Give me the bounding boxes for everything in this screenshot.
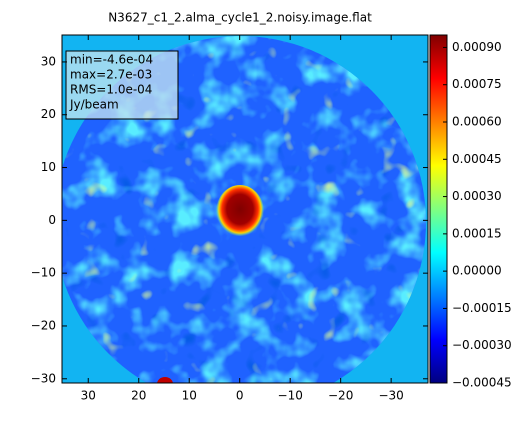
x-tick-label: 10 <box>182 389 197 403</box>
colorbar <box>429 34 448 384</box>
colorbar-tick-label: −0.00015 <box>452 301 512 315</box>
annotation: Jy/beam <box>69 98 119 112</box>
y-tick-label: 20 <box>41 107 56 121</box>
annotation: max=2.7e-03 <box>70 68 152 82</box>
x-tick-label: 20 <box>131 389 146 403</box>
annotation: min=-4.6e-04 <box>70 53 153 67</box>
y-tick-label: 0 <box>48 213 56 227</box>
plot-frame <box>61 34 429 384</box>
y-tick-label: 10 <box>41 160 56 174</box>
stats-box: min=-4.6e-04 max=2.7e-03 RMS=1.0e-04 Jy/… <box>65 50 179 120</box>
y-tick-label: −30 <box>31 371 56 385</box>
colorbar-tick-label: 0.00075 <box>452 77 502 91</box>
x-tick-label: −20 <box>328 389 353 403</box>
y-tick-label: 30 <box>41 54 56 68</box>
colorbar-tick-label: 0.00090 <box>452 40 502 54</box>
x-tick-label: 0 <box>236 389 244 403</box>
x-tick-label: 30 <box>81 389 96 403</box>
y-tick-label: −20 <box>31 318 56 332</box>
colorbar-tick-label: 0.00000 <box>452 264 502 278</box>
colorbar-tick-label: 0.00015 <box>452 226 502 240</box>
colorbar-tick-label: 0.00030 <box>452 189 502 203</box>
colorbar-tick-label: −0.00030 <box>452 338 512 352</box>
chart-title: N3627_c1_2.alma_cycle1_2.noisy.image.fla… <box>108 11 372 25</box>
y-tick-label: −10 <box>31 266 56 280</box>
colorbar-tick-label: 0.00060 <box>452 115 502 129</box>
image <box>62 35 428 383</box>
colorbar-tick-label: 0.00045 <box>452 152 502 166</box>
colorbar-tick-label: −0.00045 <box>452 376 512 390</box>
annotation: RMS=1.0e-04 <box>70 83 152 97</box>
x-tick-label: −30 <box>378 389 403 403</box>
x-tick-label: −10 <box>278 389 303 403</box>
